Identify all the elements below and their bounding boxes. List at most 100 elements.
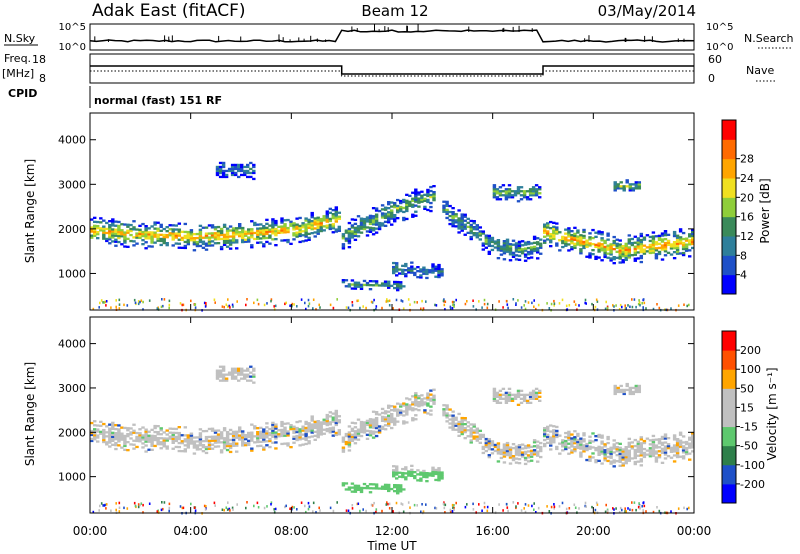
velocity-cell (688, 458, 692, 461)
power-cell (328, 207, 333, 211)
power-cell (316, 226, 320, 229)
power-cell (328, 217, 333, 221)
velocity-cell (356, 486, 361, 489)
velocity-speckle (362, 508, 364, 511)
velocity-cell (228, 450, 233, 454)
velocity-cell (156, 441, 160, 444)
power-cell (619, 181, 623, 184)
velocity-cell (123, 426, 127, 430)
velocity-cell (502, 443, 507, 446)
power-cell (117, 224, 121, 228)
power-cell (618, 261, 622, 264)
velocity-cell (120, 436, 124, 439)
velocity-speckle (205, 505, 207, 508)
velocity-cell (402, 410, 406, 413)
velocity-cell (451, 414, 455, 417)
power-cell (114, 238, 118, 241)
velocity-cell (383, 487, 388, 490)
power-cell (410, 269, 414, 272)
power-cell (615, 250, 619, 254)
velocity-cell (365, 433, 370, 436)
power-cell (347, 227, 352, 231)
power-cell (377, 227, 382, 231)
power-cell (651, 243, 656, 246)
velocity-speckle (289, 507, 291, 510)
power-cell (325, 216, 330, 219)
velocity-cell (675, 447, 680, 451)
power-cell (432, 197, 436, 200)
velocity-cell (522, 399, 527, 402)
power-cell (573, 226, 577, 230)
power-cell (666, 239, 671, 243)
velocity-cell (411, 401, 415, 404)
velocity-cell (102, 422, 106, 426)
power-cell (627, 246, 632, 249)
power-cell (684, 247, 689, 250)
power-cell (543, 223, 547, 226)
velocity-cell (618, 442, 622, 445)
velocity-cell (144, 438, 148, 441)
power-cell (654, 257, 659, 260)
power-cell (663, 234, 668, 237)
power-cell (442, 206, 446, 209)
velocity-cell (510, 393, 515, 396)
power-cell (448, 214, 452, 218)
velocity-cell (413, 475, 417, 478)
power-cell (93, 234, 97, 238)
power-cell (475, 232, 480, 235)
velocity-cell (218, 369, 223, 372)
velocity-cell (93, 436, 97, 439)
velocity-cell (123, 448, 127, 451)
velocity-cell (147, 434, 151, 437)
velocity-cell (165, 437, 169, 440)
power-cell (573, 234, 577, 238)
power-cell (102, 219, 106, 222)
power-cell (316, 228, 320, 231)
power-cell (573, 232, 577, 236)
power-cell (622, 189, 626, 192)
velocity-cell (594, 447, 598, 450)
velocity-cell (108, 423, 112, 426)
power-cell (681, 251, 686, 255)
noise-tick-left-top: 10^5 (59, 22, 86, 33)
velocity-cell (274, 437, 278, 440)
x-tick-label: 00:00 (677, 524, 712, 538)
velocity-cell (347, 443, 352, 446)
power-cell (621, 259, 625, 262)
velocity-cell (156, 437, 160, 440)
power-cell (111, 222, 115, 225)
velocity-cell (496, 448, 501, 451)
velocity-cell (520, 455, 525, 458)
velocity-cell (642, 439, 647, 443)
velocity-cell (570, 433, 574, 436)
velocity-cell (567, 446, 571, 449)
velocity-cell (365, 419, 370, 422)
power-cell (207, 240, 212, 243)
power-cell (558, 249, 562, 252)
velocity-cell (675, 446, 680, 449)
power-cell (123, 231, 127, 234)
power-cell (253, 221, 257, 225)
velocity-cell (633, 438, 638, 442)
velocity-cell (501, 393, 506, 396)
power-cell (162, 241, 166, 245)
site-title: Adak East (fitACF) (92, 1, 246, 21)
velocity-cell (457, 434, 461, 437)
power-cell (508, 247, 513, 250)
velocity-cell (606, 447, 610, 451)
power-cell (283, 229, 287, 232)
velocity-speckle (266, 505, 268, 508)
power-cell (564, 244, 568, 247)
velocity-cell (347, 449, 352, 452)
velocity-cell (319, 421, 323, 424)
power-speckle (256, 298, 259, 302)
power-cell (460, 215, 464, 218)
velocity-cell (171, 435, 175, 438)
power-cell (408, 202, 412, 206)
velocity-speckle (98, 509, 100, 512)
power-cell (132, 228, 136, 231)
velocity-cell (549, 438, 553, 441)
velocity-cell (481, 435, 486, 439)
velocity-speckle (624, 507, 626, 510)
velocity-cell (600, 452, 604, 455)
